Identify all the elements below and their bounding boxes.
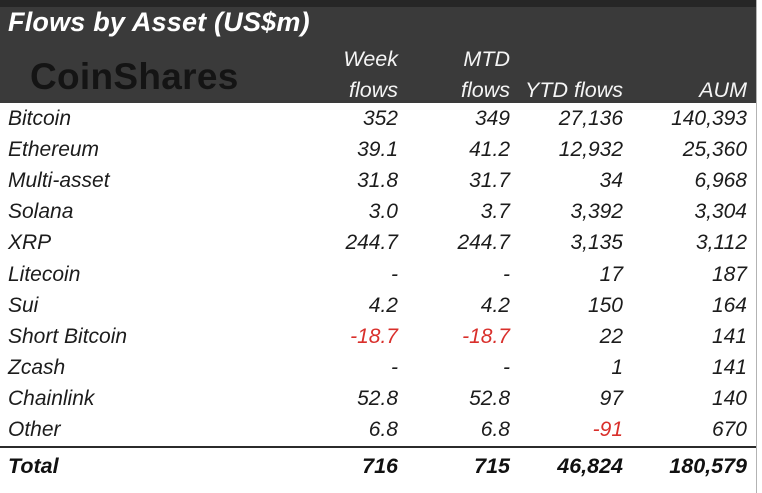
table-row: Solana 3.0 3.7 3,392 3,304: [0, 197, 756, 228]
week-flows-cell: 4.2: [368, 293, 398, 317]
asset-name-cell: XRP: [8, 231, 52, 255]
column-header-aum: AUM: [623, 43, 747, 110]
table-row: Short Bitcoin -18.7 -18.7 22 141: [0, 321, 756, 352]
week-flows-cell: -: [391, 262, 398, 286]
aum-cell: 3,304: [694, 200, 747, 224]
total-ytd-flows-cell: 46,824: [557, 453, 623, 478]
week-flows-cell: 31.8: [357, 168, 398, 192]
column-header-line: YTD flows: [525, 78, 623, 102]
column-header-mtd-flows: MTD flows: [398, 43, 510, 110]
ytd-flows-cell: 12,932: [558, 137, 623, 161]
table-row: Other 6.8 6.8 -91 670: [0, 415, 756, 446]
table-row: Zcash - - 1 141: [0, 353, 756, 384]
asset-name-cell: Litecoin: [8, 262, 81, 286]
aum-cell: 141: [711, 356, 747, 380]
mtd-flows-cell: 6.8: [480, 418, 510, 442]
page-title: Flows by Asset (US$m): [8, 7, 310, 37]
week-flows-cell: 39.1: [357, 137, 398, 161]
mtd-flows-cell: 31.7: [469, 168, 510, 192]
ytd-flows-cell: 27,136: [558, 106, 623, 130]
week-flows-cell: 244.7: [345, 231, 398, 255]
asset-name-cell: Other: [8, 418, 61, 442]
total-row: Total 716 715 46,824 180,579: [0, 446, 756, 484]
asset-name-cell: Short Bitcoin: [8, 324, 128, 348]
asset-name-cell: Solana: [8, 200, 74, 224]
week-flows-cell: 352: [362, 106, 398, 130]
asset-name-cell: Multi-asset: [8, 168, 110, 192]
column-header-row: CoinShares Week flows MTD flows YTD flow…: [0, 43, 756, 110]
mtd-flows-cell: -: [503, 262, 510, 286]
aum-cell: 164: [711, 293, 747, 317]
table-row: XRP 244.7 244.7 3,135 3,112: [0, 228, 756, 259]
week-flows-cell: -18.7: [350, 324, 398, 348]
table-row: Sui 4.2 4.2 150 164: [0, 290, 756, 321]
ytd-flows-cell: 97: [599, 387, 623, 411]
mtd-flows-cell: -18.7: [462, 324, 510, 348]
ytd-flows-cell: 22: [599, 324, 623, 348]
table-row: Multi-asset 31.8 31.7 34 6,968: [0, 165, 756, 196]
mtd-flows-cell: 244.7: [457, 231, 510, 255]
ytd-flows-cell: 1: [611, 356, 623, 380]
mtd-flows-cell: -: [503, 356, 510, 380]
column-header-week-flows: Week flows: [280, 43, 398, 110]
table-row: Chainlink 52.8 52.8 97 140: [0, 384, 756, 415]
column-header-ytd-flows: YTD flows: [510, 43, 623, 110]
total-label-cell: Total: [8, 453, 59, 478]
total-mtd-flows-cell: 715: [474, 453, 510, 478]
ytd-flows-cell: 150: [587, 293, 623, 317]
week-flows-cell: 3.0: [368, 200, 398, 224]
aum-cell: 3,112: [696, 231, 747, 255]
table-row: Bitcoin 352 349 27,136 140,393: [0, 103, 756, 134]
table-header: Flows by Asset (US$m) CoinShares Week fl…: [0, 0, 756, 103]
ytd-flows-cell: -91: [592, 418, 623, 442]
mtd-flows-cell: 3.7: [480, 200, 510, 224]
mtd-flows-cell: 4.2: [480, 293, 510, 317]
ytd-flows-cell: 3,135: [570, 231, 623, 255]
aum-cell: 141: [711, 324, 747, 348]
asset-name-cell: Zcash: [8, 356, 66, 380]
mtd-flows-cell: 41.2: [469, 137, 510, 161]
asset-name-cell: Ethereum: [8, 137, 100, 161]
table-row: Ethereum 39.1 41.2 12,932 25,360: [0, 134, 756, 165]
asset-name-cell: Chainlink: [8, 387, 95, 411]
aum-cell: 6,968: [694, 168, 747, 192]
table-row: Litecoin - - 17 187: [0, 259, 756, 290]
column-header-line: Week: [343, 47, 398, 71]
aum-cell: 25,360: [682, 137, 747, 161]
total-aum-cell: 180,579: [669, 453, 747, 478]
asset-name-cell: Sui: [8, 293, 39, 317]
mtd-flows-cell: 52.8: [469, 387, 510, 411]
table-body: Bitcoin 352 349 27,136 140,393 Ethereum 39.1 41…: [0, 103, 756, 446]
aum-cell: 670: [711, 418, 747, 442]
column-header-line: flows: [461, 78, 510, 102]
week-flows-cell: 6.8: [368, 418, 398, 442]
ytd-flows-cell: 3,392: [570, 200, 623, 224]
brand-cell: CoinShares: [8, 43, 280, 110]
week-flows-cell: -: [391, 356, 398, 380]
aum-cell: 140: [711, 387, 747, 411]
asset-name-cell: Bitcoin: [8, 106, 72, 130]
week-flows-cell: 52.8: [357, 387, 398, 411]
mtd-flows-cell: 349: [474, 106, 510, 130]
column-header-line: MTD: [463, 47, 510, 71]
ytd-flows-cell: 17: [599, 262, 623, 286]
column-header-line: flows: [349, 78, 398, 102]
aum-cell: 140,393: [671, 106, 747, 130]
aum-cell: 187: [711, 262, 747, 286]
ytd-flows-cell: 34: [599, 168, 623, 192]
total-week-flows-cell: 716: [362, 453, 398, 478]
column-header-line: AUM: [699, 78, 747, 102]
coinshares-logo: CoinShares: [30, 56, 239, 97]
